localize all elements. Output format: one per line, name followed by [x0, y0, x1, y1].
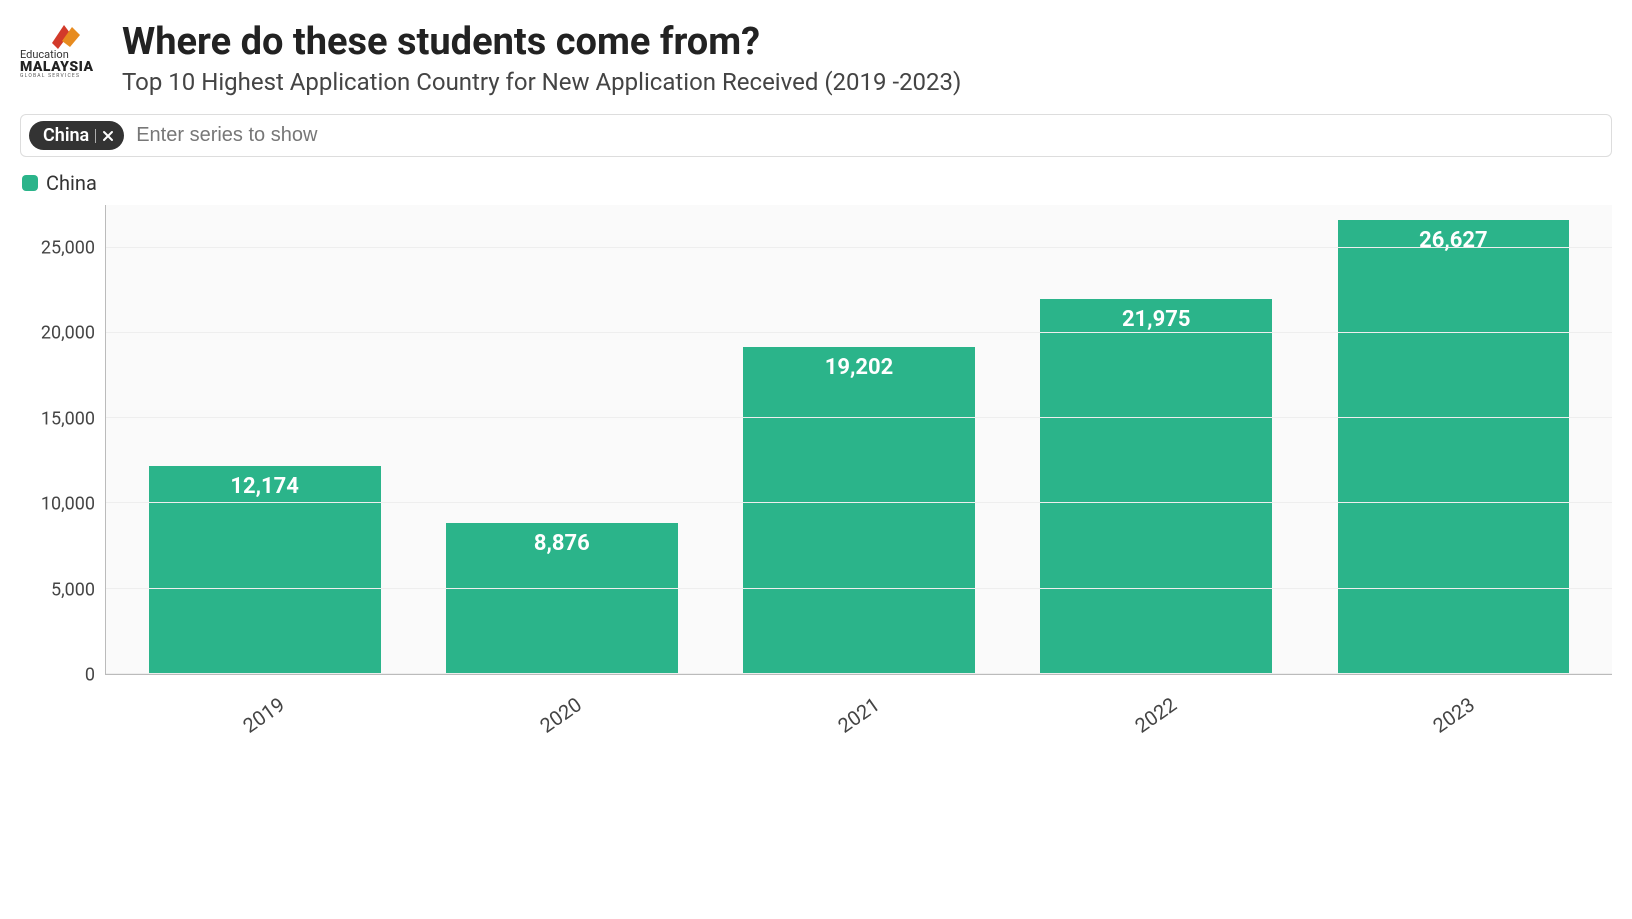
bar-slot: 8,876: [413, 205, 710, 674]
bar-chart: 0 5,000 10,000 15,000 20,000 25,000 12,174 8,8…: [20, 205, 1612, 727]
legend-swatch: [22, 175, 38, 191]
title-block: Where do these students come from? Top 1…: [122, 20, 961, 96]
bar-value-label: 12,174: [149, 474, 381, 499]
filter-chip-label: China: [43, 125, 89, 146]
y-tick-label: 15,000: [41, 408, 95, 429]
logo-mark-icon: [46, 21, 84, 49]
bar-slot: 19,202: [710, 205, 1007, 674]
grid-line: [106, 417, 1612, 418]
plot-area: 12,174 8,876 19,202 21,975 26,627: [105, 205, 1612, 675]
brand-logo: Education MALAYSIA GLOBAL SERVICES: [20, 20, 110, 80]
page-subtitle: Top 10 Highest Application Country for N…: [122, 68, 961, 96]
grid-line: [106, 247, 1612, 248]
bar-slot: 21,975: [1008, 205, 1305, 674]
legend-label: China: [46, 171, 97, 195]
chip-separator: [95, 129, 96, 143]
grid-line: [106, 502, 1612, 503]
series-filter-input[interactable]: [134, 123, 1603, 148]
bar-value-label: 19,202: [743, 355, 975, 380]
chart-legend: China: [22, 171, 1612, 195]
y-tick-label: 25,000: [41, 237, 95, 258]
bar[interactable]: 19,202: [743, 347, 975, 674]
y-axis: 05,00010,00015,00020,00025,000: [20, 205, 105, 675]
bars-container: 12,174 8,876 19,202 21,975 26,627: [106, 205, 1612, 674]
grid-line: [106, 332, 1612, 333]
y-tick-label: 20,000: [41, 323, 95, 344]
logo-line2: MALAYSIA: [20, 60, 110, 74]
bar-slot: 12,174: [116, 205, 413, 674]
bar[interactable]: 26,627: [1338, 220, 1570, 674]
bar-slot: 26,627: [1305, 205, 1602, 674]
page-title: Where do these students come from?: [122, 20, 961, 64]
y-tick-label: 5,000: [51, 579, 95, 600]
close-icon[interactable]: [102, 130, 114, 142]
y-tick-label: 10,000: [41, 494, 95, 515]
bar-value-label: 26,627: [1338, 228, 1570, 253]
grid-line: [106, 588, 1612, 589]
x-axis: 20192020202120222023: [105, 675, 1612, 727]
filter-chip-china[interactable]: China: [29, 121, 124, 150]
series-filter-bar[interactable]: China: [20, 114, 1612, 157]
bar[interactable]: 21,975: [1040, 299, 1272, 674]
header: Education MALAYSIA GLOBAL SERVICES Where…: [20, 20, 1612, 96]
logo-line3: GLOBAL SERVICES: [20, 74, 110, 79]
bar-value-label: 21,975: [1040, 307, 1272, 332]
y-tick-label: 0: [85, 665, 95, 686]
bar-value-label: 8,876: [446, 531, 678, 556]
